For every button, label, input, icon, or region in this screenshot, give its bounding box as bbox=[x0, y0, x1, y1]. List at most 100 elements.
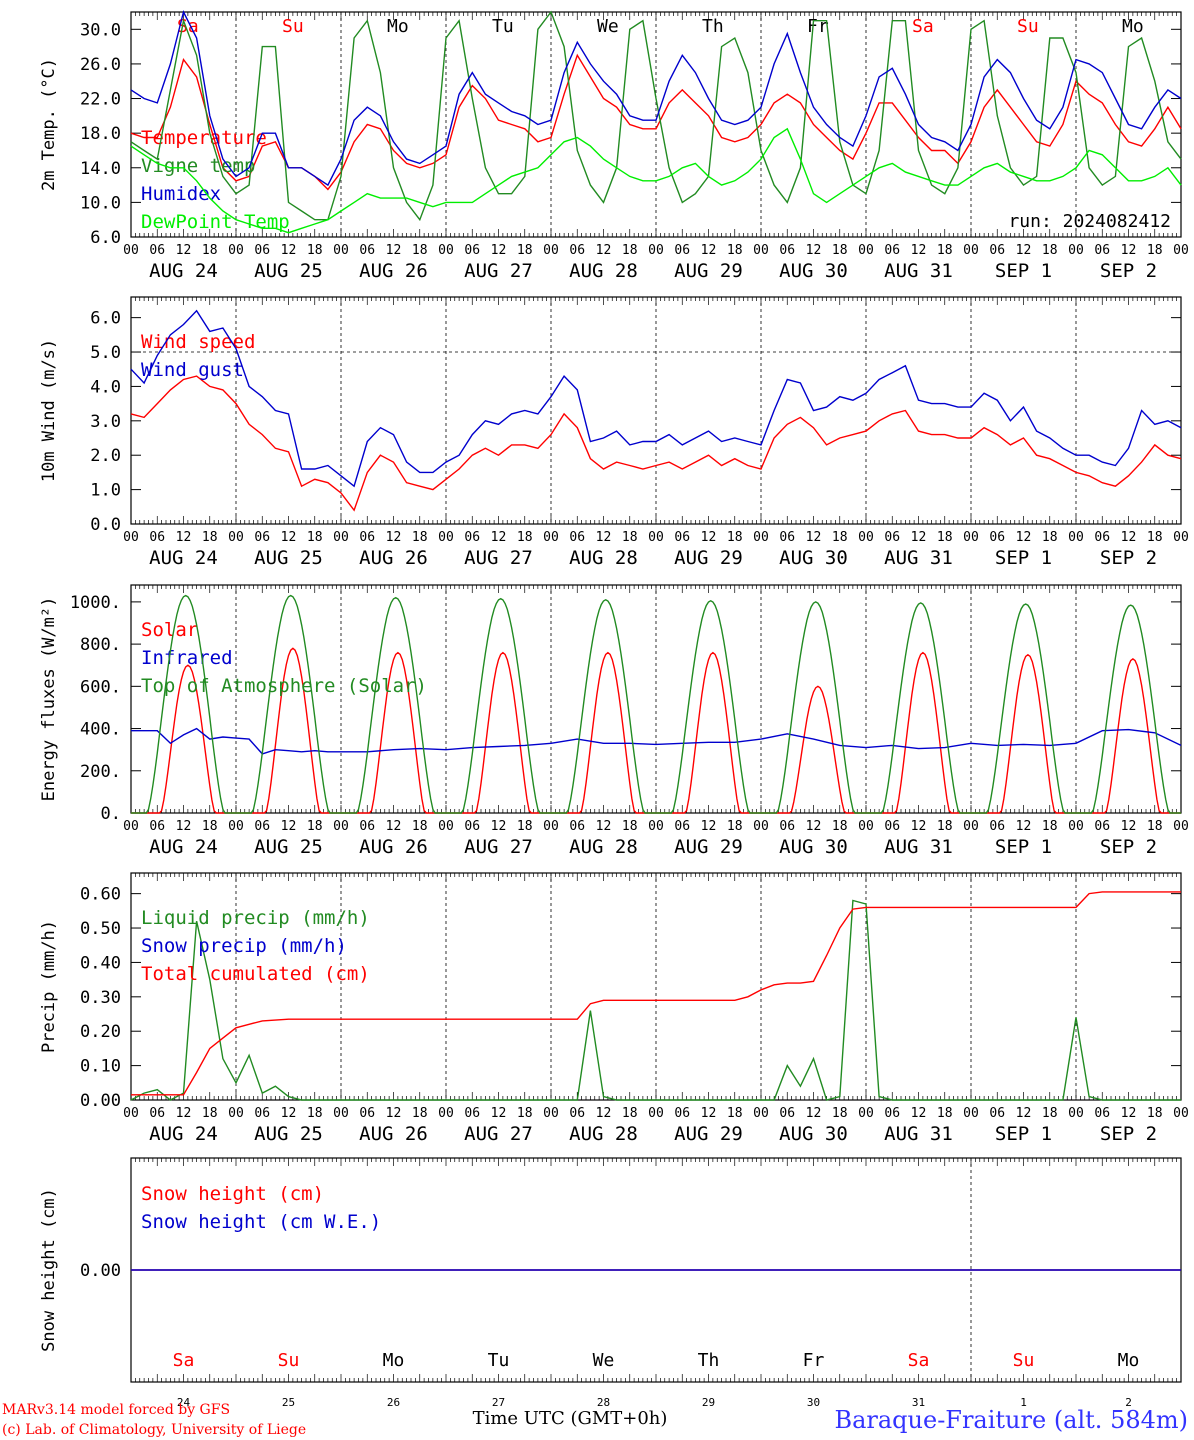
weekday-label: Mo bbox=[387, 16, 409, 37]
y-axis-label: Energy fluxes (W/m²) bbox=[39, 597, 59, 802]
date-label: AUG 27 bbox=[464, 260, 533, 282]
hour-tick-label: 00 bbox=[333, 530, 349, 545]
hour-tick-label: 12 bbox=[491, 243, 507, 258]
date-label: AUG 28 bbox=[569, 1123, 638, 1145]
hour-tick-label: 06 bbox=[569, 819, 585, 834]
weekday-label: Su bbox=[1017, 16, 1039, 37]
legend-entry: Wind speed bbox=[141, 331, 255, 353]
y-tick-label: 400. bbox=[80, 720, 121, 740]
y-tick-label: 14.0 bbox=[80, 159, 121, 179]
weekday-label: We bbox=[593, 1350, 615, 1371]
date-label: AUG 29 bbox=[674, 1123, 743, 1145]
date-label: SEP 2 bbox=[1100, 1123, 1157, 1145]
hour-tick-label: 06 bbox=[149, 1106, 165, 1121]
hour-tick-label: 06 bbox=[779, 243, 795, 258]
date-label: SEP 2 bbox=[1100, 547, 1157, 569]
y-tick-label: 0.60 bbox=[80, 885, 121, 905]
hour-tick-label: 18 bbox=[1042, 1106, 1058, 1121]
y-tick-label: 0.50 bbox=[80, 919, 121, 939]
weekday-label: Tu bbox=[492, 16, 514, 37]
hour-tick-label: 12 bbox=[701, 1106, 717, 1121]
hour-tick-label: 00 bbox=[123, 1106, 139, 1121]
hour-tick-label: 12 bbox=[1016, 1106, 1032, 1121]
hour-tick-label: 18 bbox=[937, 1106, 953, 1121]
hour-tick-label: 18 bbox=[1042, 819, 1058, 834]
hour-tick-label: 00 bbox=[963, 530, 979, 545]
hour-tick-label: 12 bbox=[1121, 243, 1137, 258]
hour-tick-label: 06 bbox=[779, 819, 795, 834]
legend-entry: Infrared bbox=[141, 647, 233, 669]
legend-entry: Snow height (cm) bbox=[141, 1183, 324, 1205]
hour-tick-label: 06 bbox=[674, 243, 690, 258]
hour-tick-label: 06 bbox=[569, 530, 585, 545]
hour-tick-label: 00 bbox=[1068, 1106, 1084, 1121]
hour-tick-label: 12 bbox=[491, 1106, 507, 1121]
hour-tick-label: 18 bbox=[517, 530, 533, 545]
hour-tick-label: 12 bbox=[386, 243, 402, 258]
hour-tick-label: 06 bbox=[254, 819, 270, 834]
hour-tick-label: 12 bbox=[596, 819, 612, 834]
hour-tick-label: 12 bbox=[1121, 1106, 1137, 1121]
panel-energy: 0. 200. 400. 600. 800. 1000. Energy fluxes (W/… bbox=[39, 584, 1189, 858]
hour-tick-label: 12 bbox=[596, 530, 612, 545]
hour-tick-label: 00 bbox=[333, 1106, 349, 1121]
date-label: AUG 27 bbox=[464, 836, 533, 858]
hour-tick-label: 06 bbox=[884, 1106, 900, 1121]
y-tick-label: 1.0 bbox=[90, 481, 121, 501]
date-label: AUG 24 bbox=[149, 836, 218, 858]
legend-entry: Snow precip (mm/h) bbox=[141, 935, 347, 957]
hour-tick-label: 06 bbox=[1094, 819, 1110, 834]
hour-tick-label: 06 bbox=[779, 1106, 795, 1121]
hour-tick-label: 18 bbox=[937, 819, 953, 834]
hour-tick-label: 06 bbox=[884, 819, 900, 834]
hour-tick-label: 12 bbox=[281, 530, 297, 545]
day-number-label: 25 bbox=[282, 1396, 295, 1409]
hour-tick-label: 18 bbox=[937, 530, 953, 545]
hour-tick-label: 12 bbox=[911, 1106, 927, 1121]
hour-tick-label: 00 bbox=[858, 530, 874, 545]
hour-tick-label: 00 bbox=[1173, 819, 1189, 834]
hour-tick-label: 18 bbox=[202, 530, 218, 545]
hour-tick-label: 06 bbox=[884, 530, 900, 545]
hour-tick-label: 06 bbox=[674, 819, 690, 834]
hour-tick-label: 18 bbox=[832, 1106, 848, 1121]
hour-tick-label: 06 bbox=[359, 1106, 375, 1121]
hour-tick-label: 00 bbox=[123, 243, 139, 258]
hour-tick-label: 06 bbox=[464, 243, 480, 258]
hour-tick-label: 00 bbox=[963, 1106, 979, 1121]
date-label: AUG 26 bbox=[359, 1123, 428, 1145]
date-label: AUG 24 bbox=[149, 547, 218, 569]
hour-tick-label: 18 bbox=[727, 1106, 743, 1121]
weekday-label: Su bbox=[1013, 1350, 1035, 1371]
hour-tick-label: 18 bbox=[832, 530, 848, 545]
hour-tick-label: 00 bbox=[1068, 243, 1084, 258]
hour-tick-label: 00 bbox=[228, 819, 244, 834]
weekday-label: Fr bbox=[803, 1350, 825, 1371]
panel-temperature: 6.0 10.0 14.0 18.0 22.0 26.0 30.0 2m Temp. (°C)… bbox=[39, 10, 1189, 282]
hour-tick-label: 18 bbox=[412, 819, 428, 834]
hour-tick-label: 00 bbox=[648, 819, 664, 834]
day-number-label: 28 bbox=[597, 1396, 610, 1409]
hour-tick-label: 00 bbox=[753, 819, 769, 834]
hour-tick-label: 12 bbox=[1121, 819, 1137, 834]
hour-tick-label: 12 bbox=[1121, 530, 1137, 545]
y-tick-label: 0.30 bbox=[80, 988, 121, 1008]
hour-tick-label: 06 bbox=[254, 530, 270, 545]
weekday-label: Mo bbox=[1118, 1350, 1140, 1371]
footer-model-line: MARv3.14 model forced by GFS bbox=[2, 1402, 230, 1418]
hour-tick-label: 06 bbox=[674, 1106, 690, 1121]
y-tick-label: 600. bbox=[80, 677, 121, 697]
panel-wind: 0.0 1.0 2.0 3.0 4.0 5.0 6.0 10m Wind (m/s) 00 06 1… bbox=[39, 296, 1189, 569]
day-number-label: 29 bbox=[702, 1396, 715, 1409]
legend-entry: Top of Atmosphere (Solar) bbox=[141, 675, 427, 697]
hour-tick-label: 12 bbox=[491, 530, 507, 545]
hour-tick-label: 18 bbox=[202, 1106, 218, 1121]
date-label: SEP 2 bbox=[1100, 260, 1157, 282]
date-label: AUG 29 bbox=[674, 547, 743, 569]
legend-entry: Solar bbox=[141, 619, 198, 641]
hour-tick-label: 12 bbox=[176, 1106, 192, 1121]
hour-tick-label: 00 bbox=[333, 243, 349, 258]
hour-tick-label: 12 bbox=[596, 1106, 612, 1121]
y-tick-label: 0.00 bbox=[80, 1091, 121, 1111]
y-axis-label: 10m Wind (m/s) bbox=[39, 339, 59, 482]
